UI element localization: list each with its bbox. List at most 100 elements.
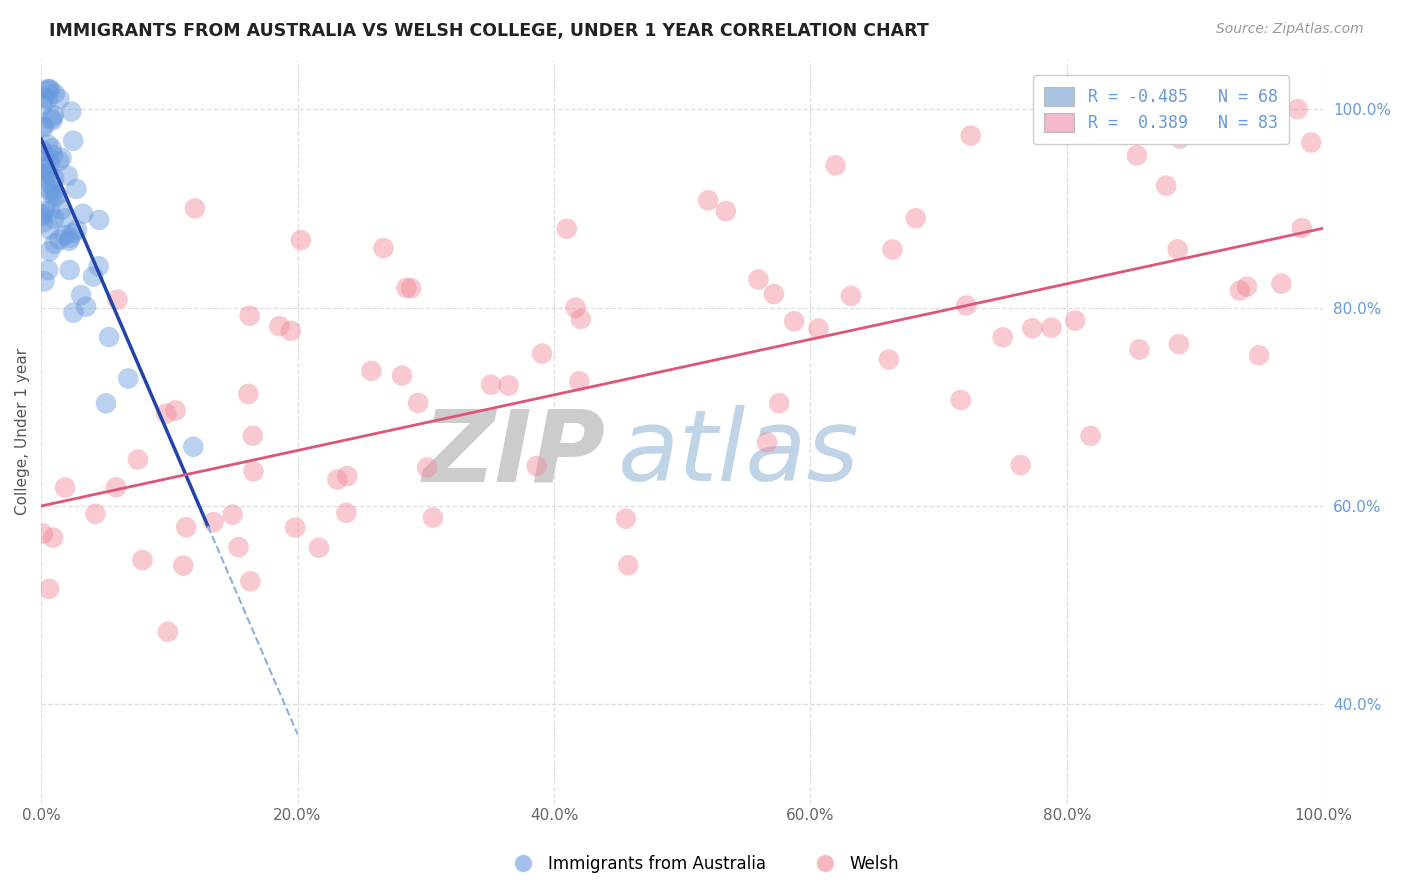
Point — [360, 364, 382, 378]
Point — [991, 330, 1014, 344]
Point — [1223, 82, 1246, 96]
Point — [181, 440, 204, 454]
Legend: R = -0.485   N = 68, R =  0.389   N = 83: R = -0.485 N = 68, R = 0.389 N = 83 — [1032, 75, 1289, 144]
Point — [117, 371, 139, 385]
Point — [1286, 102, 1309, 116]
Point — [84, 507, 107, 521]
Point — [391, 368, 413, 383]
Point — [1010, 458, 1032, 472]
Point — [1229, 284, 1251, 298]
Point — [59, 231, 82, 245]
Point — [44, 236, 66, 251]
Point — [172, 558, 194, 573]
Point — [326, 473, 349, 487]
Point — [53, 228, 76, 243]
Point — [39, 186, 62, 201]
Point — [238, 387, 260, 401]
Point — [31, 98, 53, 112]
Point — [31, 207, 53, 221]
Point — [1128, 343, 1150, 357]
Point — [62, 305, 84, 319]
Point — [526, 459, 548, 474]
Point — [1161, 111, 1184, 125]
Point — [41, 141, 63, 155]
Point — [66, 223, 89, 237]
Point — [37, 92, 59, 106]
Point — [48, 92, 70, 106]
Point — [32, 120, 55, 135]
Point — [284, 520, 307, 534]
Point — [38, 82, 60, 96]
Point — [614, 511, 637, 525]
Point — [1247, 348, 1270, 362]
Point — [1040, 320, 1063, 334]
Point — [1021, 321, 1043, 335]
Point — [1167, 337, 1189, 351]
Point — [32, 215, 55, 229]
Point — [31, 526, 53, 541]
Point — [59, 263, 82, 277]
Point — [42, 108, 65, 122]
Point — [56, 169, 79, 183]
Point — [34, 161, 56, 176]
Point — [555, 221, 578, 235]
Point — [783, 314, 806, 328]
Text: Source: ZipAtlas.com: Source: ZipAtlas.com — [1216, 22, 1364, 37]
Point — [37, 263, 59, 277]
Point — [416, 460, 439, 475]
Point — [44, 171, 66, 186]
Point — [184, 202, 207, 216]
Point — [239, 574, 262, 589]
Point — [34, 151, 56, 165]
Point — [39, 156, 62, 170]
Text: IMMIGRANTS FROM AUSTRALIA VS WELSH COLLEGE, UNDER 1 YEAR CORRELATION CHART: IMMIGRANTS FROM AUSTRALIA VS WELSH COLLE… — [49, 22, 929, 40]
Point — [1080, 429, 1102, 443]
Point — [38, 244, 60, 259]
Point — [46, 188, 69, 202]
Point — [335, 506, 357, 520]
Point — [959, 128, 981, 143]
Point — [53, 211, 76, 226]
Point — [242, 464, 264, 478]
Point — [31, 120, 53, 134]
Point — [308, 541, 330, 555]
Point — [1291, 221, 1313, 235]
Point — [89, 213, 111, 227]
Point — [762, 287, 785, 301]
Legend: Immigrants from Australia, Welsh: Immigrants from Australia, Welsh — [501, 848, 905, 880]
Point — [569, 312, 592, 326]
Point — [72, 207, 94, 221]
Point — [395, 281, 418, 295]
Point — [75, 300, 97, 314]
Point — [48, 153, 70, 168]
Point — [280, 324, 302, 338]
Point — [34, 90, 56, 104]
Point — [60, 104, 83, 119]
Point — [105, 480, 128, 494]
Point — [44, 87, 66, 101]
Point — [1154, 178, 1177, 193]
Point — [31, 209, 53, 223]
Point — [1168, 131, 1191, 145]
Point — [714, 204, 737, 219]
Point — [747, 272, 769, 286]
Point — [373, 241, 395, 255]
Point — [768, 396, 790, 410]
Point — [58, 234, 80, 248]
Point — [51, 202, 73, 217]
Point — [34, 203, 56, 218]
Point — [617, 558, 640, 573]
Point — [38, 222, 60, 236]
Point — [65, 182, 87, 196]
Point — [955, 298, 977, 312]
Point — [62, 134, 84, 148]
Point — [107, 293, 129, 307]
Point — [39, 204, 62, 219]
Point — [51, 151, 73, 165]
Point — [34, 169, 56, 183]
Point — [38, 175, 60, 189]
Point — [62, 226, 84, 240]
Point — [38, 582, 60, 596]
Point — [269, 319, 291, 334]
Point — [568, 375, 591, 389]
